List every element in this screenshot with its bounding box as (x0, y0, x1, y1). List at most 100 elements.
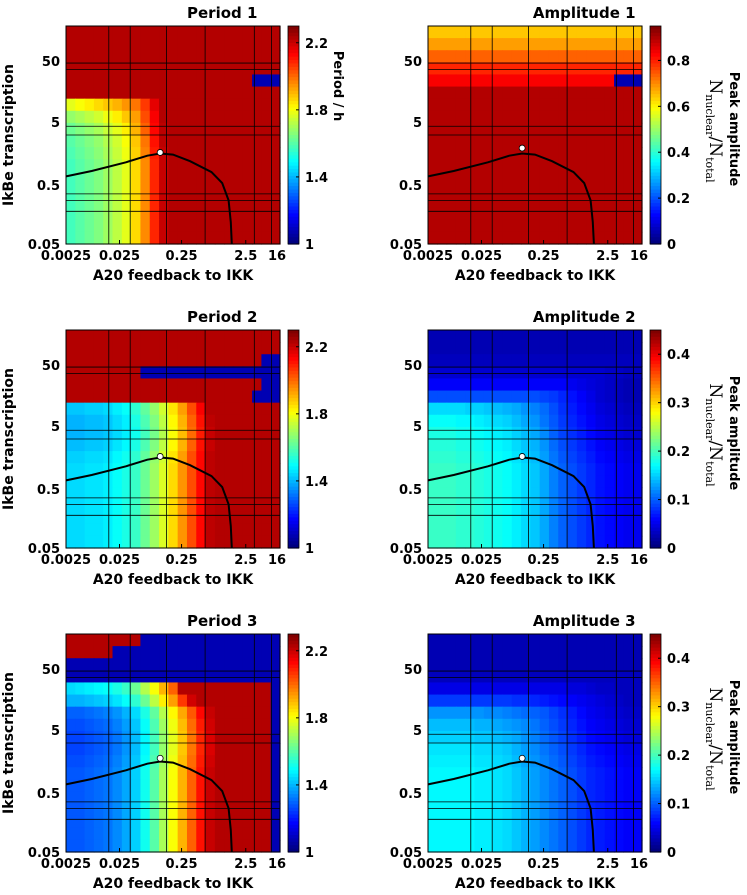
heatmap-cell (159, 26, 169, 39)
heatmap-cell (465, 463, 476, 476)
heatmap-cell (428, 463, 438, 476)
heatmap-cell (511, 171, 522, 185)
heatmap-cell (530, 439, 541, 452)
heatmap-cell (66, 74, 76, 88)
heatmap-cell (131, 98, 142, 112)
colorbar-swatch (288, 70, 299, 75)
heatmap-cell (493, 767, 504, 780)
heatmap-cell (465, 378, 476, 392)
colorbar-swatch (288, 66, 299, 71)
heatmap-cell (140, 475, 151, 489)
heatmap-cell (493, 74, 504, 88)
heatmap-cell (242, 159, 253, 172)
heatmap-cell (75, 682, 86, 696)
heatmap-cell (632, 499, 643, 513)
heatmap-cell (530, 62, 541, 76)
heatmap-cell (483, 183, 494, 197)
heatmap-cell (121, 426, 132, 440)
heatmap-cell (483, 767, 494, 780)
heatmap-cell (530, 414, 541, 428)
heatmap-cell (252, 207, 262, 221)
colorbar-swatch (288, 729, 299, 734)
heatmap-cell (177, 38, 188, 51)
heatmap-cell (196, 366, 207, 380)
heatmap-cell (483, 682, 494, 696)
colorbar-swatch (650, 70, 661, 75)
heatmap-cell (428, 183, 438, 197)
heatmap-cell (93, 390, 104, 404)
heatmap-cell (131, 366, 142, 380)
heatmap-cell (623, 219, 634, 233)
heatmap-cell (446, 439, 457, 452)
heatmap-cell (196, 511, 207, 525)
heatmap-cell (548, 147, 559, 160)
heatmap-cell (159, 330, 169, 343)
colorbar-swatch (650, 831, 661, 836)
heatmap-cell (614, 499, 624, 513)
heatmap-cell (483, 779, 494, 793)
heatmap-cell (502, 670, 513, 684)
heatmap-cell (270, 402, 281, 416)
heatmap-cell (586, 535, 597, 549)
heatmap-cell (121, 330, 132, 343)
heatmap-cell (595, 779, 606, 793)
heatmap-cell (121, 634, 132, 647)
colorbar-swatch (650, 333, 661, 338)
colorbar-swatch (288, 743, 299, 748)
heatmap-cell (558, 718, 569, 732)
colorbar-swatch (650, 452, 661, 457)
heatmap-cell (595, 451, 606, 464)
heatmap-cell (604, 706, 615, 720)
colorbar-swatch (650, 408, 661, 413)
colorbar-swatch (650, 111, 661, 116)
heatmap-cell (539, 730, 550, 744)
heatmap-cell (576, 183, 587, 197)
heatmap-cell (521, 330, 531, 343)
heatmap-cell (455, 183, 466, 197)
heatmap-cell (539, 378, 550, 392)
heatmap-cell (586, 171, 597, 185)
x-tick-label: 0.25 (166, 249, 198, 264)
heatmap-cell (586, 402, 597, 416)
heatmap-cell (233, 26, 244, 39)
colorbar-swatch (650, 336, 661, 341)
heatmap-cell (614, 743, 624, 756)
heatmap-cell (548, 38, 559, 51)
heatmap-cell (455, 730, 466, 744)
heatmap-cell (66, 50, 76, 63)
heatmap-cell (140, 827, 151, 841)
heatmap-cell (149, 706, 160, 720)
heatmap-cell (252, 694, 262, 708)
heatmap-cell (159, 171, 169, 185)
heatmap-cell (131, 219, 142, 233)
heatmap-cells (428, 26, 643, 245)
heatmap-cell (586, 767, 597, 780)
heatmap-cell (121, 414, 132, 428)
heatmap-cell (521, 98, 531, 112)
heatmap-cell (186, 171, 197, 185)
heatmap-cell (103, 147, 114, 160)
heatmap-cell (567, 135, 578, 148)
y-tick-label: 50 (404, 663, 422, 678)
heatmap-cell (493, 207, 504, 221)
heatmap-cell (623, 183, 634, 197)
heatmap-cell (252, 414, 262, 428)
heatmap-cell (446, 342, 457, 355)
heatmap-cell (84, 523, 95, 537)
heatmap-cell (205, 342, 216, 355)
heatmap-cell (455, 378, 466, 392)
heatmap-cell (539, 670, 550, 684)
chart-title: Amplitude 3 (533, 612, 636, 630)
heatmap-cell (252, 426, 262, 440)
heatmap-cell (511, 74, 522, 88)
heatmap-cell (446, 195, 457, 209)
colorbar-swatch (288, 340, 299, 345)
colorbar-swatch (650, 722, 661, 727)
heatmap-cell (242, 402, 253, 416)
colorbar-swatch (288, 821, 299, 826)
heatmap-cell (205, 147, 216, 160)
heatmap-cell (576, 827, 587, 841)
heatmap-cell (93, 815, 104, 829)
heatmap-cell (474, 195, 485, 209)
heatmap-cell (159, 159, 169, 172)
